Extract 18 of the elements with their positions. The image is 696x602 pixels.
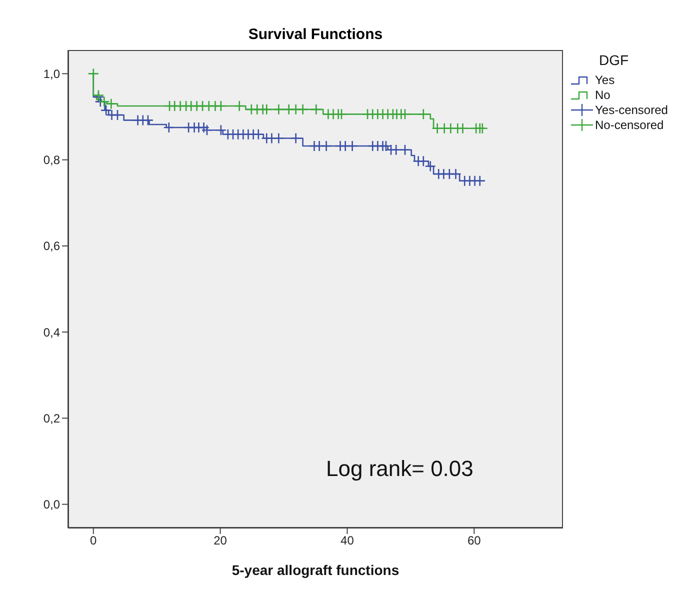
x-tick-label: 40 (340, 534, 354, 548)
y-tick-label: 0,8 (43, 153, 60, 168)
x-axis-title: 5-year allograft functions (232, 562, 400, 578)
annotation: Log rank= 0.03 (326, 456, 474, 482)
y-tick-label: 0,4 (43, 325, 60, 340)
legend-label: No-censored (595, 118, 664, 132)
legend-label: Yes-censored (595, 102, 668, 116)
y-tick-label: 1,0 (43, 66, 60, 81)
y-tick-label: 0,2 (43, 411, 60, 426)
y-tick-label: 0,0 (43, 498, 60, 512)
x-tick-label: 0 (90, 534, 98, 548)
legend-label: No (595, 88, 610, 102)
x-tick-label: 20 (214, 534, 228, 548)
legend-label: Yes (595, 72, 615, 86)
chart-title: Survival Functions (247, 26, 384, 43)
x-tick-label: 60 (467, 534, 482, 548)
y-tick-label: 0,6 (43, 239, 60, 254)
legend-title: DGF (599, 52, 630, 68)
